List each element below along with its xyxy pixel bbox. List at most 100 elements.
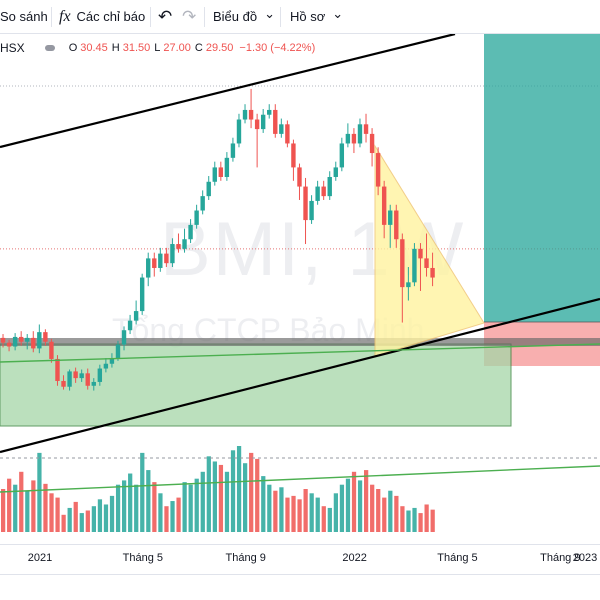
candle	[230, 137, 236, 162]
candle-body	[91, 381, 96, 386]
volume-bar	[388, 490, 393, 532]
volume-bar	[188, 484, 193, 532]
volume-bar	[25, 490, 30, 532]
toolbar-divider	[204, 7, 205, 27]
candle	[333, 161, 338, 181]
low-value: 27.00	[163, 42, 191, 54]
candle	[291, 139, 296, 181]
redo-button[interactable]: ↷	[182, 0, 196, 33]
volume-bar	[31, 480, 36, 532]
candle	[61, 375, 66, 390]
candle-body	[412, 248, 417, 283]
candle-body	[224, 157, 230, 177]
candle	[430, 252, 435, 287]
volume-bar	[364, 470, 369, 532]
candle-body	[345, 133, 351, 144]
candle	[37, 324, 42, 354]
eye-icon[interactable]	[44, 45, 55, 51]
time-axis-label: 2022	[342, 552, 367, 564]
volume-bar	[224, 471, 230, 532]
candle-body	[109, 358, 115, 364]
time-axis[interactable]: 2021 Tháng 5 Tháng 9 2022 Tháng 5 Tháng 9 2023	[0, 544, 600, 574]
volume-bar	[194, 478, 199, 532]
indicators-label: Các chỉ báo	[76, 9, 146, 24]
candle-body	[321, 186, 326, 197]
candle	[109, 353, 115, 368]
bottom-bar	[0, 574, 600, 600]
candle	[73, 367, 78, 383]
candle-body	[369, 133, 375, 154]
volume-bar	[424, 504, 429, 532]
volume-bar	[309, 493, 314, 532]
candle-body	[18, 336, 24, 342]
candle	[170, 238, 175, 268]
candle-body	[37, 332, 42, 349]
candle-body	[375, 153, 381, 187]
price-chart[interactable]	[0, 34, 600, 544]
candle	[309, 195, 314, 224]
volume-bar	[55, 497, 60, 532]
candle	[176, 233, 181, 253]
candle	[248, 88, 254, 129]
candle	[212, 161, 217, 186]
chart-type-button[interactable]: Biểu đồ ⌄	[213, 0, 275, 33]
undo-icon: ↶	[158, 6, 173, 26]
candle	[158, 247, 163, 272]
candle-body	[218, 167, 224, 177]
candle-body	[12, 336, 18, 347]
volume-bar	[273, 490, 278, 532]
time-axis-label: Tháng 9	[225, 552, 266, 564]
undo-button[interactable]: ↶	[158, 0, 172, 33]
volume-bar	[7, 478, 12, 532]
time-axis-label: Tháng 5	[122, 552, 164, 564]
candle-body	[164, 253, 169, 264]
top-toolbar: So sánh fx Các chỉ báo ↶ ↷ Biểu đồ ⌄ Hồ …	[0, 0, 600, 34]
volume-bar	[37, 452, 42, 532]
candle	[97, 364, 103, 386]
candle-body	[381, 186, 387, 225]
volume-bar	[140, 452, 145, 532]
exchange-label: HSX	[0, 41, 25, 55]
indicators-button[interactable]: fx Các chỉ báo	[59, 0, 145, 33]
candle	[188, 219, 193, 244]
toolbar-divider	[51, 7, 52, 27]
moving-average-volume	[0, 465, 600, 493]
candle-body	[49, 341, 54, 359]
volume-bar	[236, 446, 242, 532]
candle	[412, 243, 417, 287]
candle	[418, 243, 423, 291]
candle-body	[73, 371, 78, 379]
candle	[254, 113, 260, 168]
high-value: 31.50	[122, 42, 151, 54]
candle-body	[79, 373, 84, 379]
candle-body	[97, 368, 103, 382]
candle-body	[194, 210, 199, 225]
candle-body	[230, 143, 236, 158]
profile-button[interactable]: Hồ sơ ⌄	[290, 0, 343, 33]
candle-body	[333, 167, 338, 177]
candle	[267, 104, 272, 119]
candle	[0, 334, 6, 348]
volume-bar	[412, 507, 417, 532]
drawings-back	[0, 34, 600, 427]
candle-body	[127, 320, 133, 331]
candle-body	[406, 282, 411, 288]
volume-bar	[128, 473, 133, 532]
volume-bar	[370, 484, 375, 532]
candle	[339, 137, 345, 172]
open-value: 30.45	[80, 42, 108, 54]
volume-bar	[382, 497, 387, 532]
candle	[285, 120, 290, 148]
compare-button[interactable]: So sánh	[0, 0, 48, 33]
candle-body	[133, 311, 139, 321]
candle-body	[297, 167, 302, 187]
candle-body	[339, 143, 345, 168]
candle	[357, 118, 363, 148]
candle	[133, 300, 139, 325]
candle	[242, 104, 248, 124]
volume-bar	[315, 497, 320, 532]
candle-body	[291, 143, 296, 168]
volume-bar	[122, 480, 127, 532]
volume-bar	[79, 513, 84, 532]
candle-body	[394, 210, 399, 240]
